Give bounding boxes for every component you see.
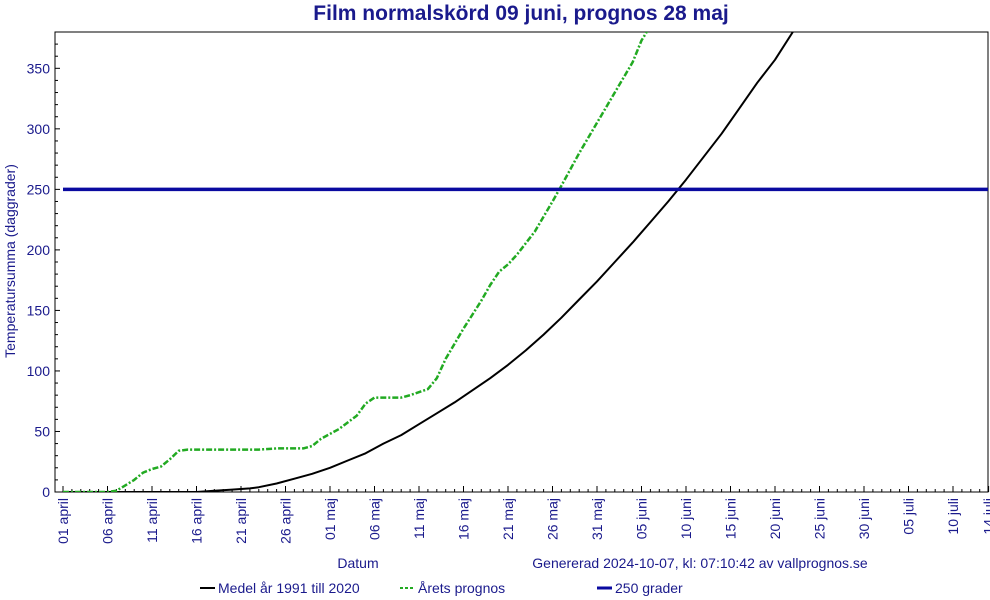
x-tick-label: 05 juni [634,498,650,539]
x-tick-label: 26 maj [545,498,561,540]
y-tick-label: 200 [27,242,51,258]
y-axis: 0 50 100 150 200 250 300 350 [27,43,60,500]
generated-note: Genererad 2024-10-07, kl: 07:10:42 av va… [532,555,868,571]
legend-label: Medel år 1991 till 2020 [218,580,360,596]
x-tick-label: 21 april [233,498,249,544]
y-tick-label: 250 [27,181,51,197]
legend-label: Årets prognos [418,580,505,596]
x-tick-label: 20 juni [767,498,783,539]
x-tick-label: 21 maj [500,498,516,540]
x-tick-label: 25 juni [812,498,828,539]
x-tick-label: 06 april [100,498,116,544]
x-tick-label: 06 maj [367,498,383,540]
x-tick-label: 31 maj [589,498,605,540]
x-tick-label: 26 april [278,498,294,544]
chart-title: Film normalskörd 09 juni, prognos 28 maj [313,2,728,25]
x-tick-label: 14 juli [981,498,990,535]
x-tick-label: 01 april [55,498,71,544]
x-tick-label: 11 april [144,498,160,543]
y-tick-label: 150 [27,302,51,318]
y-tick-label: 300 [27,121,51,137]
x-axis: 01 april 06 april 11 april 16 april 21 april… [55,486,990,544]
x-tick-label: 11 maj [411,498,427,539]
series-line [63,32,649,492]
x-tick-label: 01 maj [322,498,338,540]
x-tick-label: 10 juni [678,498,694,539]
legend: Medel år 1991 till 2020 Årets prognos 250 … [200,580,683,596]
y-tick-label: 100 [27,363,51,379]
x-tick-label: 16 maj [456,498,472,540]
x-tick-label: 10 juli [945,498,961,535]
plot-area [54,31,989,493]
y-tick-label: 350 [27,60,51,76]
series-line [63,32,794,492]
x-tick-label: 30 juni [856,498,872,539]
x-axis-label: Datum [337,555,378,571]
x-tick-label: 15 juni [723,498,739,539]
x-tick-label: 05 juli [901,498,917,535]
y-axis-label: Temperatursumma (daggrader) [2,164,18,358]
y-tick-label: 50 [34,423,50,439]
series-layer [63,32,988,492]
x-tick-label: 16 april [189,498,205,544]
legend-label: 250 grader [615,580,683,596]
y-tick-label: 0 [42,484,50,500]
